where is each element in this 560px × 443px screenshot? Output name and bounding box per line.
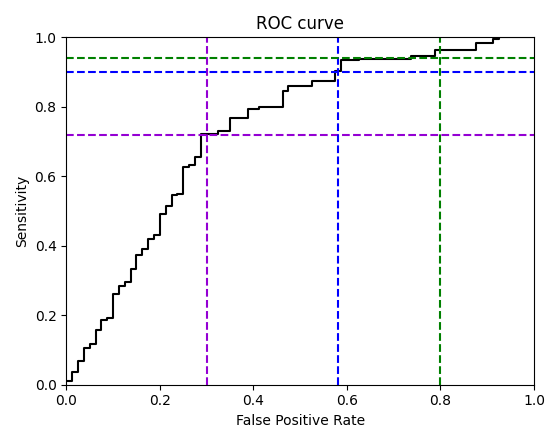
Title: ROC curve: ROC curve [256, 15, 344, 33]
X-axis label: False Positive Rate: False Positive Rate [236, 414, 365, 428]
Y-axis label: Sensitivity: Sensitivity [15, 175, 29, 247]
